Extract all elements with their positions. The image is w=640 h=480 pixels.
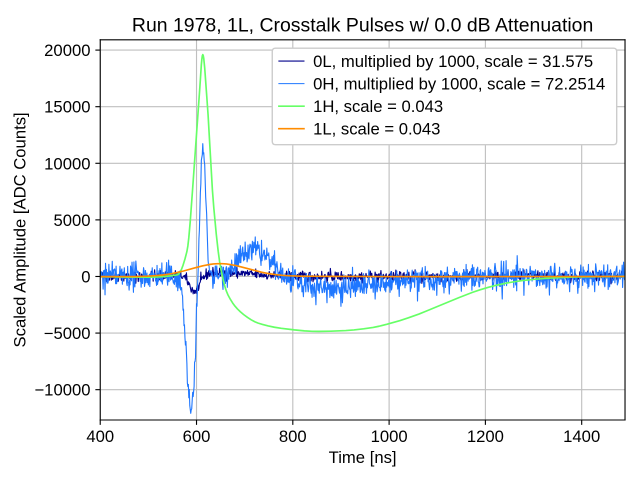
svg-text:0L, multiplied by 1000, scale: 0L, multiplied by 1000, scale = 31.575 — [313, 52, 593, 71]
svg-text:600: 600 — [183, 427, 211, 446]
svg-text:0: 0 — [81, 268, 90, 287]
svg-text:15000: 15000 — [44, 98, 90, 117]
svg-text:1H, scale = 0.043: 1H, scale = 0.043 — [313, 97, 443, 116]
svg-text:1400: 1400 — [563, 427, 600, 446]
svg-text:1200: 1200 — [467, 427, 504, 446]
svg-text:0H, multiplied by 1000, scale: 0H, multiplied by 1000, scale = 72.2514 — [313, 74, 605, 93]
svg-text:Time [ns]: Time [ns] — [329, 448, 397, 467]
svg-text:10000: 10000 — [44, 154, 90, 173]
svg-text:1000: 1000 — [371, 427, 408, 446]
svg-text:−10000: −10000 — [34, 381, 90, 400]
svg-text:5000: 5000 — [53, 211, 90, 230]
svg-text:800: 800 — [279, 427, 307, 446]
svg-text:Run 1978, 1L, Crosstalk Pulses: Run 1978, 1L, Crosstalk Pulses w/ 0.0 dB… — [132, 15, 593, 37]
svg-text:Scaled Amplitude [ADC Counts]: Scaled Amplitude [ADC Counts] — [10, 112, 29, 347]
svg-text:20000: 20000 — [44, 41, 90, 60]
svg-text:400: 400 — [86, 427, 114, 446]
svg-text:−5000: −5000 — [44, 324, 91, 343]
svg-text:1L, scale = 0.043: 1L, scale = 0.043 — [313, 120, 440, 139]
